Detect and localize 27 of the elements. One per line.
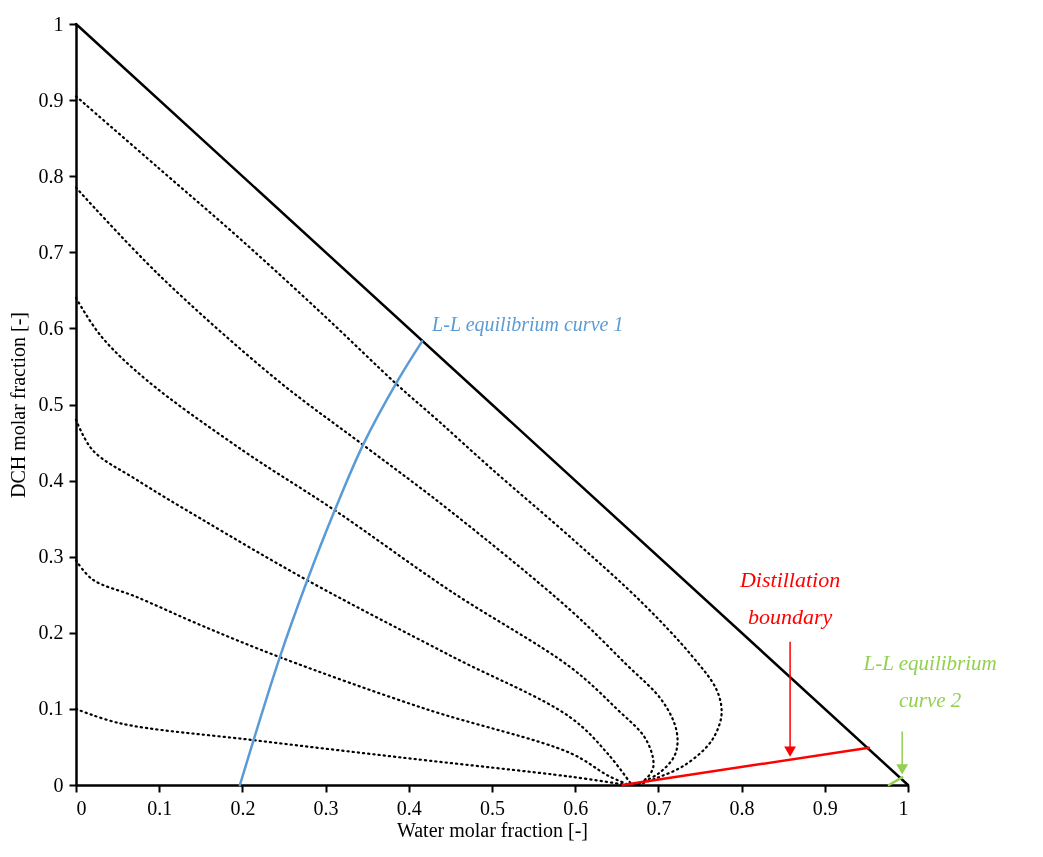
y-axis-title: DCH molar fraction [-] [6, 311, 29, 499]
x-tick-label: 1 [898, 796, 909, 819]
x-tick-label: 0.4 [396, 796, 422, 819]
y-tick-label: 0.7 [38, 240, 64, 263]
x-tick-label: 0.2 [230, 796, 256, 819]
y-tick-label: 0.1 [38, 697, 64, 720]
x-tick-label: 0.7 [646, 796, 672, 819]
y-tick-label: 1 [53, 12, 64, 35]
x-tick-label: 0.1 [147, 796, 173, 819]
y-tick-label: 0.6 [38, 316, 64, 339]
y-tick-label: 0 [53, 773, 64, 796]
y-tick-label: 0.3 [38, 545, 64, 568]
text: Distillation boundary [738, 566, 841, 629]
x-axis-title: Water molar fraction [-] [396, 818, 589, 841]
x-tick-label: 0.9 [812, 796, 838, 819]
y-tick-label: 0.8 [38, 164, 64, 187]
y-tick-label: 0.2 [38, 621, 64, 644]
x-tick-label: 0.6 [563, 796, 589, 819]
x-tick-label: 0.5 [480, 796, 505, 819]
series-label: L-L equilibrium curve 1 [431, 313, 624, 337]
x-tick-label: 0.8 [729, 796, 755, 819]
y-tick-label: 0.9 [38, 88, 64, 111]
text: L-L equilibrium curve 2 [862, 651, 997, 713]
y-tick-label: 0.5 [38, 393, 64, 415]
x-tick-label: 0 [76, 796, 87, 819]
x-tick-label: 0.3 [313, 796, 339, 819]
y-tick-label: 0.4 [38, 469, 64, 492]
